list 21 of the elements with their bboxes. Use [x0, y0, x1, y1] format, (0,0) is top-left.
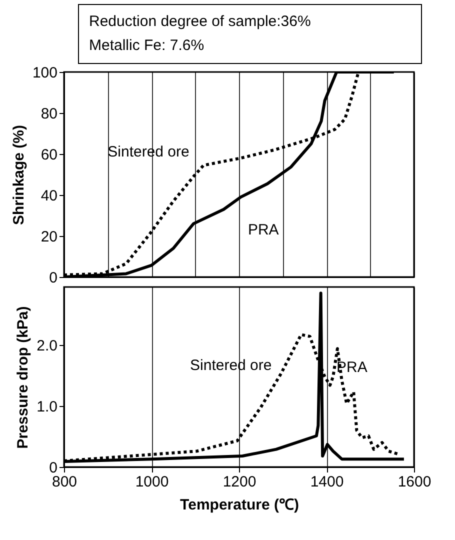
x-axis-title: Temperature (℃) [180, 496, 299, 514]
text: Reduction degree of sample:36% [89, 12, 312, 32]
y-tick-label: 100 [32, 64, 58, 82]
x-tick-label: 1400 [310, 474, 344, 490]
y-tick-label: 20 [40, 228, 58, 246]
annotation: PRA [248, 222, 279, 238]
text: Metallic Fe: 7.6% [89, 36, 206, 56]
x-tick-label: 1200 [222, 474, 256, 490]
x-tick-label: 800 [52, 474, 78, 490]
x-tick-label: 1600 [398, 474, 432, 490]
y-tick-label: 0 [49, 460, 58, 476]
y-tick-label: 40 [40, 188, 58, 204]
y-tick-label: 0 [49, 270, 58, 286]
y-axis-title: Shrinkage (%) [10, 124, 28, 226]
x-tick-label: 1000 [135, 474, 169, 490]
y-tick-label: 2.0 [36, 337, 58, 354]
y-axis-title: Pressure drop (kPa) [14, 306, 32, 449]
y-tick-label: 80 [40, 106, 58, 122]
annotation: PRA [336, 358, 368, 376]
y-tick-label: 60 [40, 146, 58, 164]
y-tick-label: 1.0 [36, 398, 58, 416]
